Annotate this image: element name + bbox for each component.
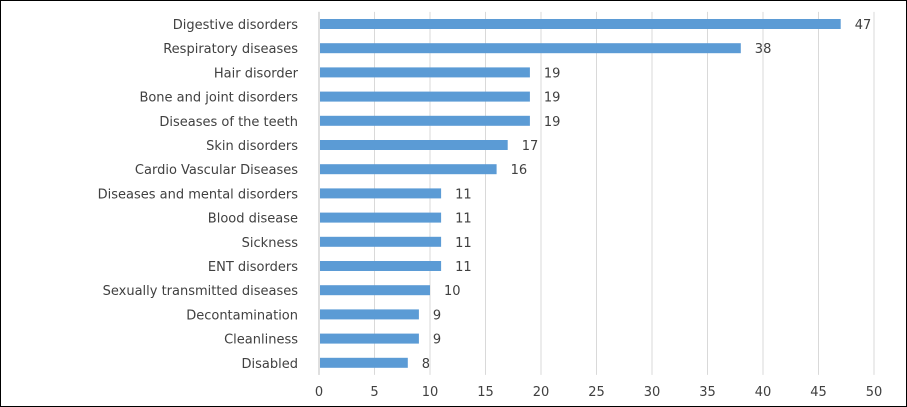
data-label-8: 11 <box>455 187 472 202</box>
data-label-7: 16 <box>511 163 528 178</box>
x-tick-label-40: 40 <box>755 385 772 400</box>
bar-11 <box>320 261 442 271</box>
data-label-2: 38 <box>755 42 772 57</box>
bar-5 <box>320 115 530 126</box>
category-label-5: Diseases of the teeth <box>159 115 298 130</box>
category-label-14: Cleanliness <box>224 333 298 348</box>
data-label-1: 47 <box>855 18 872 33</box>
category-label-7: Cardio Vascular Diseases <box>135 163 298 178</box>
bar-12 <box>320 285 430 296</box>
bar-4 <box>320 91 530 102</box>
category-label-13: Decontamination <box>186 308 298 323</box>
data-label-14: 9 <box>433 333 441 348</box>
bars <box>320 19 841 368</box>
category-label-1: Digestive disorders <box>173 18 298 33</box>
bar-6 <box>320 140 508 150</box>
x-tick-label-0: 0 <box>315 385 323 400</box>
category-label-3: Hair disorder <box>214 66 299 81</box>
bar-14 <box>320 333 419 344</box>
bar-2 <box>320 43 741 54</box>
category-label-9: Blood disease <box>208 212 298 227</box>
x-tick-label-25: 25 <box>588 385 605 400</box>
x-tick-label-15: 15 <box>477 385 494 400</box>
category-label-12: Sexually transmitted diseases <box>103 284 299 299</box>
category-label-15: Disabled <box>242 357 298 372</box>
data-label-10: 11 <box>455 236 472 251</box>
category-label-8: Diseases and mental disorders <box>98 187 299 202</box>
data-label-13: 9 <box>433 308 441 323</box>
data-label-15: 8 <box>422 357 430 372</box>
category-labels: Digestive disorders Respiratory diseases H… <box>98 18 299 372</box>
bar-10 <box>320 236 442 247</box>
category-label-4: Bone and joint disorders <box>139 91 298 106</box>
bar-15 <box>320 357 408 368</box>
data-label-6: 17 <box>522 139 539 154</box>
bar-3 <box>320 67 530 78</box>
data-label-3: 19 <box>544 66 561 81</box>
x-tick-label-10: 10 <box>422 385 439 400</box>
category-label-10: Sickness <box>242 236 299 251</box>
x-tick-label-5: 5 <box>370 385 378 400</box>
category-label-11: ENT disorders <box>208 260 298 275</box>
x-tick-labels: 0 5 10 15 20 25 30 35 40 45 50 <box>315 385 882 400</box>
bar-13 <box>320 309 419 320</box>
x-tick-label-30: 30 <box>644 385 661 400</box>
x-tick-label-45: 45 <box>810 385 827 400</box>
data-label-5: 19 <box>544 115 561 130</box>
x-tick-label-20: 20 <box>533 385 550 400</box>
data-label-4: 19 <box>544 91 561 106</box>
data-label-9: 11 <box>455 212 472 227</box>
category-label-6: Skin disorders <box>206 139 298 154</box>
bar-8 <box>320 188 442 199</box>
data-label-11: 11 <box>455 260 472 275</box>
bar-9 <box>320 212 442 223</box>
data-label-12: 10 <box>444 284 461 299</box>
category-label-2: Respiratory diseases <box>163 42 298 57</box>
x-tick-label-50: 50 <box>866 385 883 400</box>
x-tick-label-35: 35 <box>699 385 716 400</box>
bar-1 <box>320 19 841 29</box>
bar-7 <box>320 164 497 175</box>
